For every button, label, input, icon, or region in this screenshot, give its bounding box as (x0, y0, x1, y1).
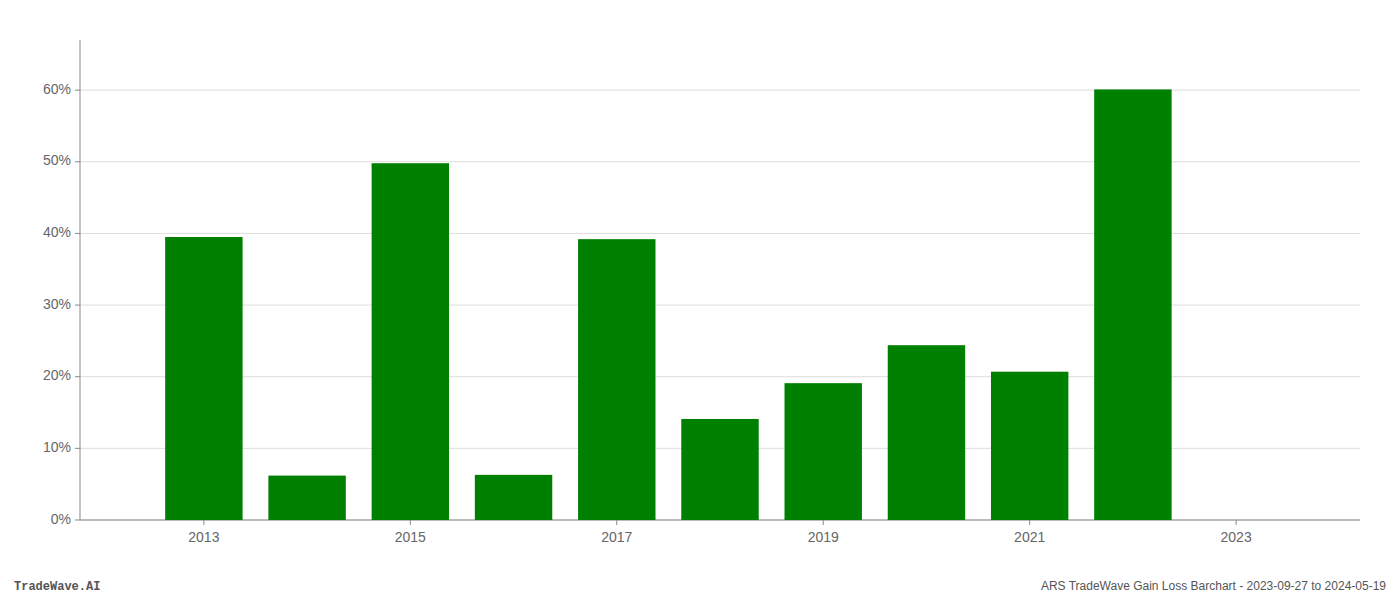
chart: 0% 10% 20% 30% 40% 50% 60% 2013 2015 2017 2019 2021… (0, 0, 1400, 600)
y-tick (75, 520, 80, 521)
y-tick (75, 376, 80, 377)
bar (372, 163, 449, 520)
y-tick-label: 50% (43, 152, 71, 168)
x-tick (1029, 520, 1030, 525)
x-tick-label: 2017 (601, 529, 632, 545)
y-tick (75, 305, 80, 306)
bar (578, 239, 655, 520)
x-tick (823, 520, 824, 525)
bar (1094, 89, 1171, 520)
y-tick (75, 448, 80, 449)
bars (165, 89, 1171, 520)
x-tick (203, 520, 204, 525)
footer-right: ARS TradeWave Gain Loss Barchart - 2023-… (1041, 579, 1386, 593)
bar (991, 372, 1068, 520)
grid (80, 90, 1360, 520)
y-tick-label: 20% (43, 367, 71, 383)
axes: 0% 10% 20% 30% 40% 50% 60% 2013 2015 2017 2019 2021… (43, 40, 1360, 545)
y-axis-line (80, 40, 81, 520)
bar (681, 419, 758, 520)
x-tick-label: 2019 (808, 529, 839, 545)
x-tick-label: 2023 (1221, 529, 1252, 545)
bar (165, 237, 242, 520)
x-tick-label: 2013 (188, 529, 219, 545)
y-tick-label: 0% (51, 511, 71, 527)
y-tick (75, 233, 80, 234)
y-tick-label: 40% (43, 224, 71, 240)
footer-left: TradeWave.AI (14, 580, 100, 594)
x-tick (1236, 520, 1237, 525)
x-tick-label: 2021 (1014, 529, 1045, 545)
bar (268, 476, 345, 520)
y-tick-label: 10% (43, 439, 71, 455)
x-tick-label: 2015 (395, 529, 426, 545)
y-tick (75, 90, 80, 91)
y-tick (75, 161, 80, 162)
y-tick-label: 30% (43, 296, 71, 312)
bar (475, 475, 552, 520)
bar (888, 345, 965, 520)
x-tick (616, 520, 617, 525)
bar (785, 383, 862, 520)
y-tick-label: 60% (43, 81, 71, 97)
x-tick (410, 520, 411, 525)
